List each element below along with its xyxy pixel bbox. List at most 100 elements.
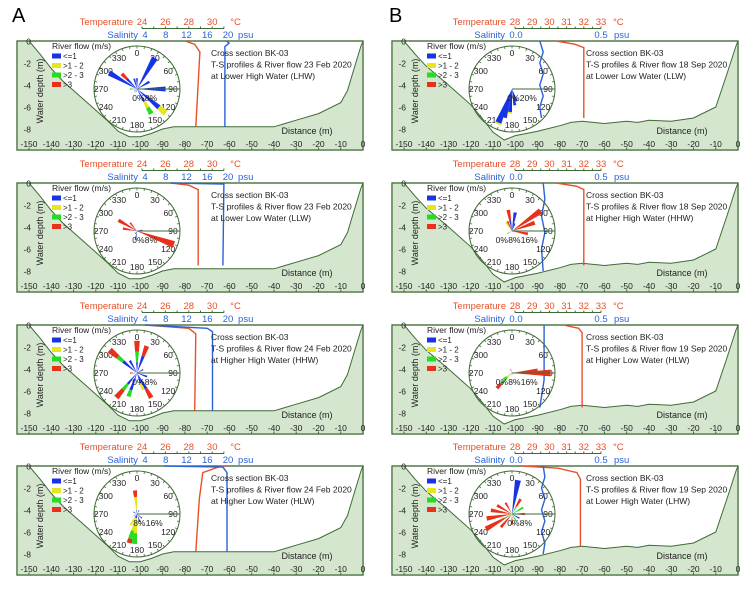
windrose-petal (121, 383, 129, 391)
windrose-tick (546, 67, 550, 70)
windrose-direction-label: 180 (130, 404, 144, 414)
temperature-tick-label: 28 (510, 17, 521, 28)
windrose-tick (496, 410, 499, 414)
temperature-tick-label: 29 (527, 159, 538, 170)
windrose-tick (546, 492, 550, 495)
x-tick-label: -100 (132, 423, 149, 433)
panel-title-line: T-S profiles & River flow 18 Sep 2020 (586, 202, 728, 212)
x-axis-label: Distance (m) (281, 410, 332, 420)
y-tick-label: 0 (401, 179, 406, 189)
panel-title-line: at Lower High Water (LHW) (586, 496, 690, 506)
temperature-tick-label: 33 (596, 301, 607, 312)
plot-border (16, 324, 364, 435)
windrose-tick (156, 335, 159, 339)
windrose-direction-label: 270 (469, 226, 483, 236)
x-tick-label: -110 (485, 281, 502, 291)
y-axis-label: Water depth (m) (35, 484, 45, 549)
windrose-tick (537, 544, 540, 548)
windrose-direction-label: 150 (148, 540, 162, 550)
x-tick-label: -60 (223, 423, 236, 433)
windrose-direction-label: 270 (94, 368, 108, 378)
temperature-tick-label: 30 (544, 159, 555, 170)
legend-entry: >2 - 3 (63, 71, 84, 80)
y-tick-label: -8 (398, 409, 406, 419)
temperature-tick-label: 28 (184, 301, 195, 312)
windrose-tick (490, 51, 493, 55)
seabed-line (28, 182, 364, 280)
panel-title-line: at Higher High Water (HHW) (586, 213, 694, 223)
x-tick-label: -70 (201, 423, 214, 433)
windrose-tick (162, 119, 165, 123)
windrose-petal (507, 512, 512, 514)
temperature-tick-label: 26 (160, 442, 171, 453)
x-tick-label: -150 (395, 139, 412, 149)
windrose-direction-label: 180 (505, 120, 519, 130)
temperature-tick-label: 28 (184, 442, 195, 453)
x-tick-label: -60 (598, 139, 611, 149)
windrose-direction-label: 180 (505, 262, 519, 272)
windrose-direction-label: 150 (523, 257, 537, 267)
windrose-percent-label: 8% (508, 235, 521, 245)
windrose-direction-label: 0 (135, 473, 140, 483)
salinity-axis-label: Salinity (107, 172, 138, 183)
windrose-tick (115, 123, 118, 127)
windrose-tick (549, 244, 553, 247)
windrose-percent-label: 8% (145, 235, 158, 245)
legend-entry: <=1 (438, 336, 452, 345)
windrose-petal (133, 88, 137, 90)
windrose-direction-label: 30 (150, 195, 160, 205)
windrose-tick (167, 61, 171, 64)
windrose-percent-label: 16% (521, 235, 538, 245)
windrose-direction-label: 240 (474, 386, 488, 396)
x-tick-label: -100 (507, 281, 524, 291)
windrose-petal (135, 514, 137, 516)
windrose-direction-label: 270 (469, 509, 483, 519)
legend-swatch (52, 337, 61, 343)
seabed-line (28, 40, 364, 138)
salinity-profile-line (540, 465, 546, 555)
temperature-tick-label: 24 (137, 301, 148, 312)
legend-swatch (52, 497, 61, 503)
panel-title-line: at Higher Low Water (HLW) (586, 355, 690, 365)
windrose-tick (478, 398, 482, 401)
windrose-tick (531, 548, 534, 552)
windrose-tick (549, 102, 553, 105)
windrose-tick (549, 498, 553, 501)
windrose-direction-label: 60 (538, 208, 548, 218)
windrose-percent-label: 8% (508, 377, 521, 387)
windrose-petal (504, 514, 512, 519)
windrose-tick (531, 407, 534, 411)
windrose-tick (121, 551, 124, 555)
windrose-petal (135, 351, 139, 363)
x-tick-label: -110 (110, 139, 127, 149)
panel-title-line: Cross section BK-03 (586, 190, 664, 200)
temperature-tick-label: 33 (596, 17, 607, 28)
windrose-petal (131, 533, 137, 545)
x-tick-label: -140 (418, 423, 435, 433)
windrose-petal (132, 490, 137, 498)
x-tick-label: -120 (87, 564, 104, 574)
temperature-unit: °C (230, 17, 241, 28)
legend-swatch (427, 72, 436, 78)
windrose-tick (542, 61, 546, 64)
windrose-petal (129, 88, 134, 90)
panel-a4: -150 -140 -130 -120 -110 -100 -90 -80 -70 -60 -50-… (16, 442, 366, 576)
salinity-tick-label: 0.0 (509, 455, 522, 466)
windrose-direction-label: 120 (161, 244, 175, 254)
x-tick-label: -140 (418, 281, 435, 291)
windrose-tick (162, 403, 165, 407)
windrose-petal (133, 78, 137, 89)
y-tick-label: -6 (23, 103, 31, 113)
windrose-direction-label: 210 (112, 399, 126, 409)
temperature-tick-label: 32 (579, 301, 590, 312)
windrose-tick (549, 527, 553, 530)
windrose-tick (490, 476, 493, 480)
windrose-tick (174, 498, 178, 501)
windrose-direction-label: 240 (99, 386, 113, 396)
temperature-axis-label: Temperature (453, 442, 506, 453)
windrose-petal (133, 230, 137, 231)
windrose-petal (507, 111, 512, 114)
windrose-tick (156, 193, 159, 197)
windrose-tick (156, 476, 159, 480)
legend-swatch (427, 356, 436, 362)
